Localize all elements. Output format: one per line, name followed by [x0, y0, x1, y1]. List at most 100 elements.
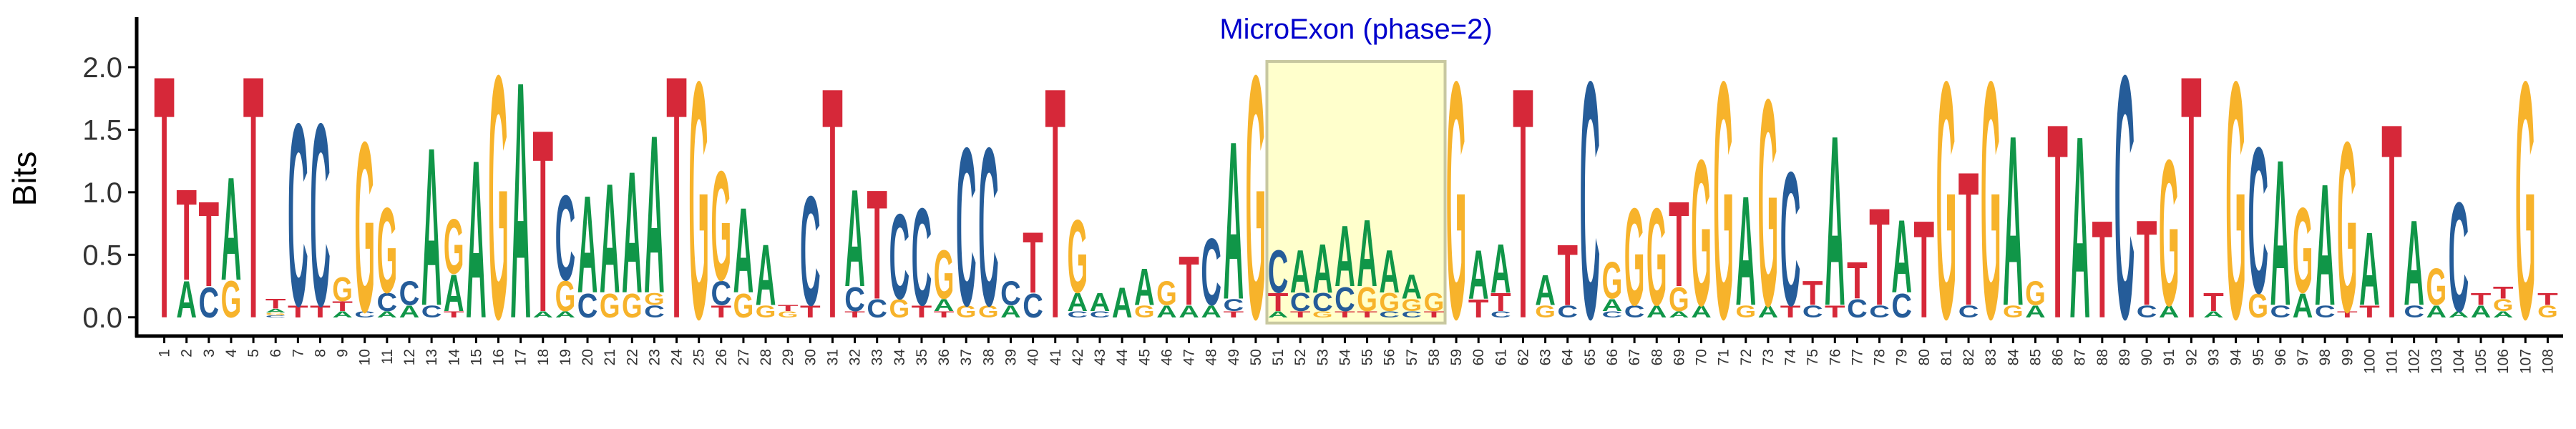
x-tick-label: 48 — [1204, 349, 1220, 365]
letter-group: A — [1090, 288, 1111, 317]
letter-group: A — [1335, 208, 1355, 305]
letter-group: C — [1335, 280, 1355, 319]
x-tick-label: 90 — [2139, 349, 2155, 365]
letter-group: A — [1402, 268, 1423, 307]
letter: T — [822, 19, 843, 388]
letter-group: T — [2471, 289, 2492, 308]
letter: G — [2426, 259, 2446, 317]
letter-group: G — [688, 12, 709, 390]
x-tick-label: 15 — [468, 349, 484, 365]
letter: G — [1379, 288, 1400, 317]
letter: T — [867, 158, 887, 332]
letter: A — [466, 113, 487, 366]
letter-group: G — [1691, 117, 1712, 350]
letter: T — [778, 303, 799, 313]
x-tick-label: 89 — [2117, 349, 2133, 365]
letter-group: C — [2248, 105, 2268, 337]
letter-group: G — [778, 310, 799, 320]
letter-group: T — [1179, 242, 1199, 320]
letter: T — [1491, 288, 1511, 317]
letter: G — [2493, 295, 2514, 315]
letter: G — [1446, 12, 1467, 390]
letter-group: G — [1535, 302, 1556, 321]
x-tick-label: 98 — [2317, 349, 2333, 365]
letter: T — [2537, 289, 2558, 308]
letter: T — [800, 302, 821, 321]
x-tick-label: 29 — [780, 349, 796, 365]
letter-group: C — [867, 294, 887, 323]
letter-group: T — [243, 4, 264, 392]
letter: C — [1847, 294, 1868, 323]
letter-group: A — [2449, 310, 2469, 320]
letter: G — [555, 272, 576, 320]
letter: G — [2159, 117, 2180, 350]
letter: G — [2537, 302, 2558, 321]
letter-group: T — [711, 302, 731, 321]
letter: T — [1223, 310, 1244, 320]
letter: G — [1669, 280, 1689, 319]
x-tick-label: 107 — [2517, 349, 2534, 374]
letter: C — [867, 294, 887, 323]
letter-group: A — [332, 310, 353, 320]
letter: C — [2137, 302, 2157, 321]
letter-group: G — [1312, 310, 1333, 320]
letter: A — [532, 310, 553, 320]
letter-group: T — [1825, 302, 1845, 321]
letter-group: C — [1023, 287, 1043, 325]
x-tick-label: 62 — [1515, 349, 1531, 365]
letter: T — [2047, 66, 2068, 377]
letter-group: A — [1825, 86, 1845, 357]
x-tick-label: 65 — [1582, 349, 1599, 365]
letter: C — [1780, 133, 1801, 346]
letter: G — [1691, 117, 1712, 350]
letter: A — [2315, 147, 2336, 342]
x-tick-label: 32 — [847, 349, 864, 365]
x-tick-label: 40 — [1025, 349, 1042, 365]
letter-group: G — [377, 183, 398, 319]
letter: T — [2471, 289, 2492, 308]
letter-group: T — [1223, 310, 1244, 320]
letter: C — [1580, 12, 1601, 390]
letter: T — [532, 75, 553, 367]
x-tick-label: 81 — [1938, 349, 1955, 365]
letter: G — [644, 289, 665, 308]
annotation: MicroExon (phase=2) — [1219, 14, 1492, 45]
letter: T — [912, 302, 932, 321]
x-tick-label: 94 — [2228, 349, 2245, 366]
letter: C — [1268, 238, 1289, 306]
letter-group: T — [822, 19, 843, 388]
letter-group: C — [2270, 302, 2291, 321]
letter: G — [934, 236, 955, 314]
x-tick-label: 9 — [335, 349, 351, 358]
letter: G — [377, 183, 398, 319]
letter: G — [2025, 275, 2046, 313]
letter-group: A — [644, 88, 665, 341]
letter-group: C — [1402, 310, 1423, 320]
letter-group: A — [1646, 302, 1667, 321]
letter: T — [2181, 4, 2202, 392]
letter: C — [912, 179, 932, 335]
x-tick-label: 58 — [1426, 349, 1443, 365]
letter: G — [2248, 287, 2268, 325]
letter-group: T — [1468, 294, 1489, 323]
letter: A — [644, 88, 665, 341]
letter-group: A — [2025, 302, 2046, 321]
letter: A — [1290, 238, 1311, 306]
letter: G — [1713, 12, 1734, 390]
letter-group: G — [2337, 92, 2358, 363]
letter: G — [488, 4, 509, 392]
letter-group: C — [1802, 302, 1823, 321]
x-tick-label: 83 — [1983, 349, 1999, 365]
letter-group: T — [1958, 133, 1979, 346]
letter: T — [1958, 133, 1979, 346]
letter-group: G — [889, 294, 910, 323]
letter-group: A — [466, 113, 487, 366]
x-tick-label: 42 — [1070, 349, 1086, 365]
letter-group: C — [2449, 171, 2469, 345]
letter-group: C — [1223, 295, 1244, 315]
x-tick-label: 69 — [1671, 349, 1687, 365]
letter-group: C — [399, 275, 420, 313]
letter: A — [510, 12, 531, 390]
letter-group: C — [377, 288, 398, 317]
letter-group: T — [1335, 310, 1355, 320]
